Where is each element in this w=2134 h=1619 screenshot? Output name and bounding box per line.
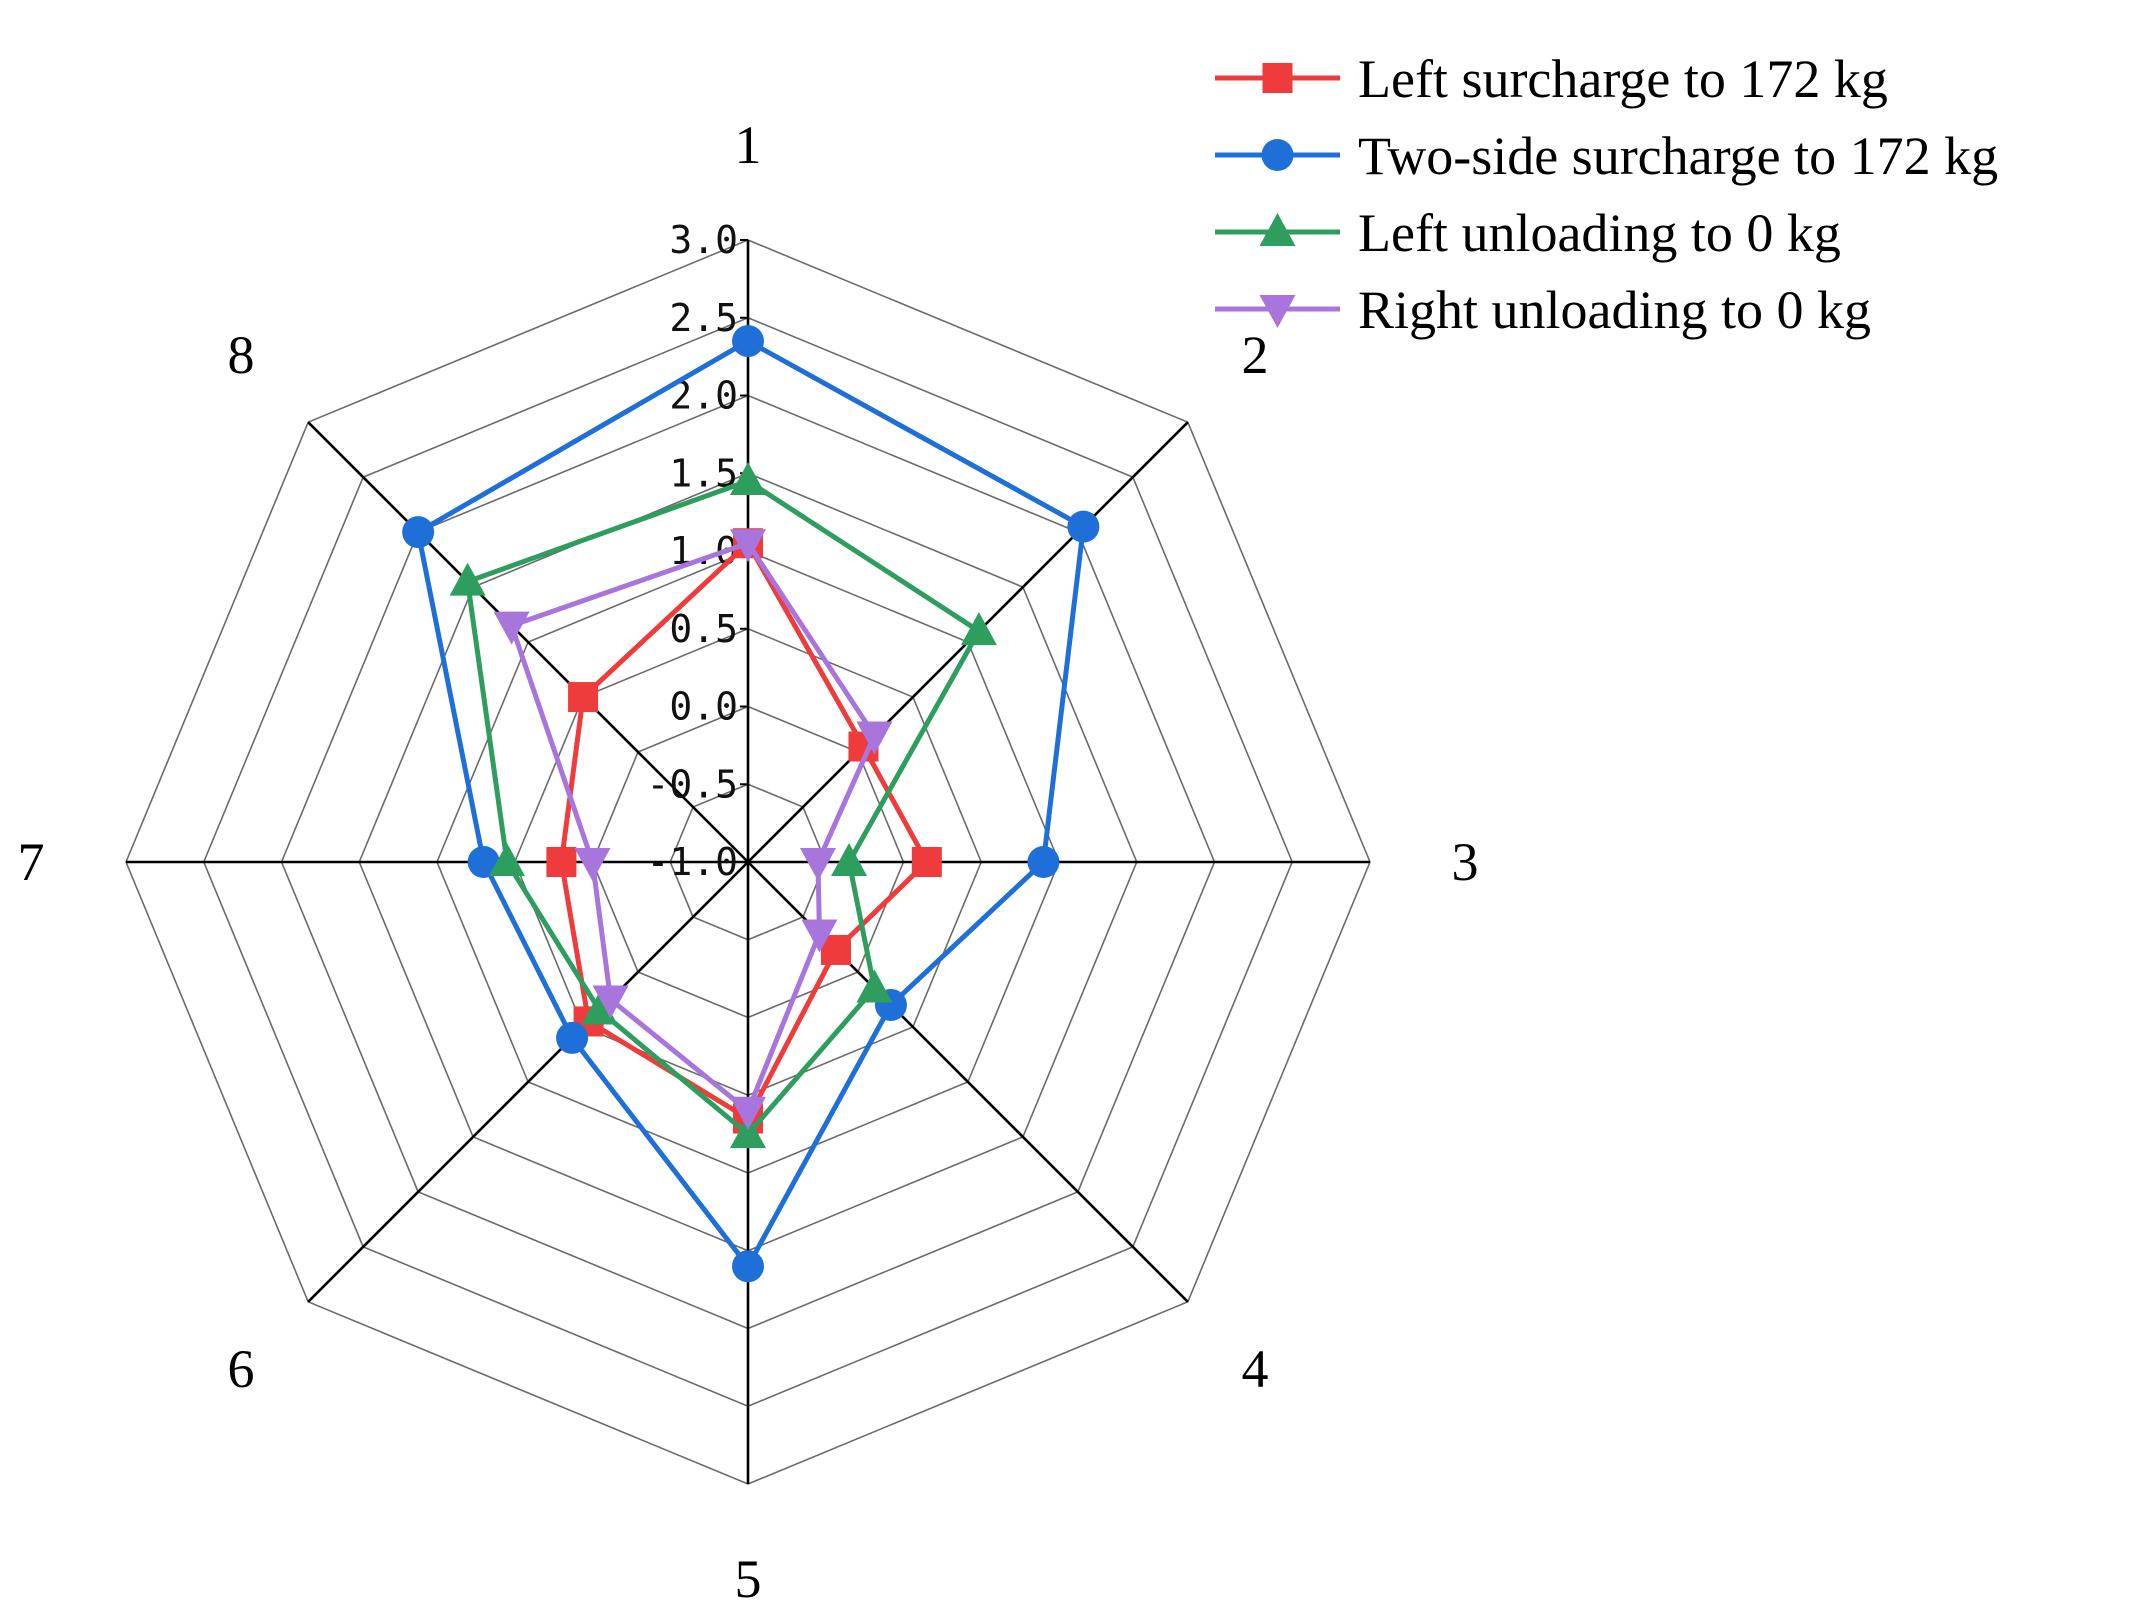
data-point xyxy=(1067,510,1100,543)
category-label-7: 7 xyxy=(18,832,45,892)
legend-label: Two-side surcharge to 172 kg xyxy=(1358,126,1998,186)
data-point xyxy=(732,1250,764,1283)
tick-label: 3.0 xyxy=(669,218,738,262)
data-point xyxy=(831,843,868,876)
category-label-8: 8 xyxy=(228,325,255,385)
legend-marker xyxy=(1262,63,1293,93)
legend: Left surcharge to 172 kg Two-side surchar… xyxy=(1215,49,1998,340)
data-point xyxy=(556,1021,589,1054)
series-4 xyxy=(493,529,893,1130)
legend-marker xyxy=(1259,295,1296,328)
data-point xyxy=(546,847,577,877)
tick-label: -1.0 xyxy=(646,840,738,884)
series-3 xyxy=(449,462,997,1149)
axis-spoke-8 xyxy=(307,421,749,863)
data-point xyxy=(730,1115,766,1149)
legend-item: Right unloading to 0 kg xyxy=(1215,280,1871,340)
legend-marker xyxy=(1261,139,1294,171)
category-label-2: 2 xyxy=(1241,325,1268,385)
category-label-5: 5 xyxy=(735,1549,762,1609)
data-point xyxy=(449,562,486,596)
category-label-6: 6 xyxy=(228,1339,255,1399)
data-point xyxy=(801,919,838,953)
series-group xyxy=(402,325,1100,1283)
tick-label: 0.5 xyxy=(669,607,738,651)
data-point xyxy=(402,516,435,549)
tick-label: -0.5 xyxy=(646,762,738,806)
category-label-4: 4 xyxy=(1241,1339,1268,1399)
data-point xyxy=(568,682,599,713)
category-label-3: 3 xyxy=(1452,832,1479,892)
data-point xyxy=(732,325,764,358)
series-line xyxy=(465,478,982,1137)
data-point xyxy=(592,985,629,1019)
data-point xyxy=(730,529,766,563)
data-point xyxy=(730,1096,766,1130)
data-point xyxy=(1027,846,1060,878)
category-labels: 1 2 3 4 5 6 7 8 xyxy=(18,115,1479,1609)
legend-label: Left surcharge to 172 kg xyxy=(1358,49,1888,109)
tick-label: 2.5 xyxy=(669,296,738,340)
data-point xyxy=(493,611,530,645)
category-label-1: 1 xyxy=(735,115,762,175)
legend-label: Left unloading to 0 kg xyxy=(1358,203,1841,263)
legend-item: Two-side surcharge to 172 kg xyxy=(1215,126,1998,186)
data-point xyxy=(911,847,942,877)
legend-label: Right unloading to 0 kg xyxy=(1358,280,1871,340)
axis-spoke-6 xyxy=(307,861,749,1303)
data-point xyxy=(856,969,893,1003)
data-point xyxy=(581,991,618,1025)
data-point xyxy=(574,848,611,881)
data-point xyxy=(730,462,766,496)
legend-item: Left surcharge to 172 kg xyxy=(1215,49,1888,109)
legend-marker xyxy=(1259,213,1296,246)
data-point xyxy=(856,721,893,755)
data-point xyxy=(488,843,525,876)
data-point xyxy=(799,848,836,881)
data-point xyxy=(467,846,500,878)
data-point xyxy=(960,612,997,646)
tick-label: 0.0 xyxy=(669,685,738,729)
legend-item: Left unloading to 0 kg xyxy=(1215,203,1841,263)
